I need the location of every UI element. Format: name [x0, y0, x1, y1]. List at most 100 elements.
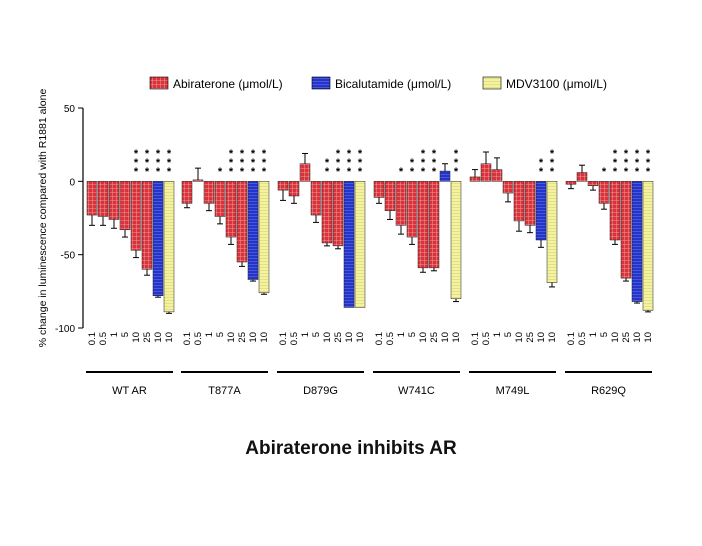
dose-label: 10 — [322, 332, 333, 343]
bar — [321, 181, 333, 244]
y-tick-label: -100 — [55, 324, 75, 335]
significance-star: * — [240, 166, 245, 178]
significance-star: * — [550, 166, 555, 178]
bar — [152, 181, 164, 296]
bar — [225, 181, 237, 238]
significance-star: * — [167, 148, 172, 160]
bar — [587, 181, 599, 186]
group-label: T877A — [208, 385, 241, 397]
bar — [480, 163, 492, 182]
bar — [214, 181, 226, 217]
bar — [86, 181, 98, 216]
dose-label: 0.5 — [193, 332, 204, 345]
dose-label: 10 — [451, 332, 462, 343]
legend-label-abiraterone: Abiraterone (μmol/L) — [173, 77, 283, 91]
significance-star: * — [240, 148, 245, 160]
significance-star: * — [336, 166, 341, 178]
bars-layer: ************* ************************ ***… — [86, 148, 654, 314]
significance-star: * — [432, 148, 437, 160]
dose-label: 10 — [164, 332, 175, 343]
legend-label-mdv3100: MDV3100 (μmol/L) — [506, 77, 607, 91]
significance-star: * — [646, 157, 651, 169]
significance-star: * — [550, 157, 555, 169]
bar — [565, 181, 577, 185]
bar — [108, 181, 120, 220]
bar — [288, 181, 300, 197]
significance-star: * — [421, 166, 426, 178]
significance-star: * — [358, 148, 363, 160]
bar — [491, 169, 503, 182]
significance-star: * — [635, 157, 640, 169]
significance-star: * — [410, 157, 415, 169]
bar — [203, 181, 215, 204]
dose-label: 1 — [109, 332, 120, 337]
significance-star: * — [613, 157, 618, 169]
dose-label: 0.5 — [289, 332, 300, 345]
significance-star: * — [145, 157, 150, 169]
significance-star: * — [635, 148, 640, 160]
dose-label: 10 — [418, 332, 429, 343]
bar — [513, 181, 525, 222]
significance-star: * — [229, 148, 234, 160]
significance-star: * — [602, 166, 607, 178]
legend-swatch-mdv3100 — [482, 76, 502, 90]
significance-star: * — [240, 157, 245, 169]
legend-swatch-abiraterone — [149, 76, 169, 90]
dose-label: 25 — [142, 332, 153, 343]
dose-label: 1 — [588, 332, 599, 337]
group-label: W741C — [398, 385, 435, 397]
dose-label: 1 — [204, 332, 215, 337]
dose-label: 0.1 — [182, 332, 193, 345]
dose-label: 5 — [215, 332, 226, 337]
dose-label: 0.1 — [470, 332, 481, 345]
significance-star: * — [432, 166, 437, 178]
bar — [310, 181, 322, 216]
significance-star: * — [251, 157, 256, 169]
significance-star: * — [539, 157, 544, 169]
bar — [469, 176, 481, 182]
dose-label: 1 — [300, 332, 311, 337]
dose-label: 0.1 — [278, 332, 289, 345]
dose-label: 25 — [525, 332, 536, 343]
bar — [119, 181, 131, 230]
dose-label: 25 — [429, 332, 440, 343]
significance-star: * — [613, 148, 618, 160]
significance-star: * — [421, 157, 426, 169]
dose-label: 0.5 — [98, 332, 109, 345]
bar — [524, 181, 536, 226]
bar — [502, 181, 514, 194]
significance-star: * — [358, 157, 363, 169]
dose-label: 10 — [440, 332, 451, 343]
dose-label: 0.1 — [374, 332, 385, 345]
dose-label: 5 — [503, 332, 514, 337]
dose-label: 10 — [536, 332, 547, 343]
significance-star: * — [550, 148, 555, 160]
significance-star: * — [624, 148, 629, 160]
significance-star: * — [229, 166, 234, 178]
bar — [277, 181, 289, 191]
bar — [642, 181, 654, 311]
bar — [417, 181, 429, 269]
bar — [620, 181, 632, 279]
significance-star: * — [336, 148, 341, 160]
dose-label: 25 — [621, 332, 632, 343]
bar — [163, 181, 175, 313]
dose-label: 0.5 — [577, 332, 588, 345]
dose-label: 0.1 — [87, 332, 98, 345]
dose-label: 10 — [514, 332, 525, 343]
significance-star: * — [325, 166, 330, 178]
bar — [192, 179, 204, 182]
bar — [609, 181, 621, 241]
dose-label: 25 — [333, 332, 344, 343]
dose-label: 10 — [643, 332, 654, 343]
significance-star: * — [347, 166, 352, 178]
bar — [631, 181, 643, 302]
significance-star: * — [635, 166, 640, 178]
bar — [598, 181, 610, 204]
significance-star: * — [347, 157, 352, 169]
significance-star: * — [646, 148, 651, 160]
bar — [406, 181, 418, 238]
legend-label-bicalutamide: Bicalutamide (μmol/L) — [335, 77, 451, 91]
dose-label: 10 — [355, 332, 366, 343]
dose-label: 0.1 — [566, 332, 577, 345]
